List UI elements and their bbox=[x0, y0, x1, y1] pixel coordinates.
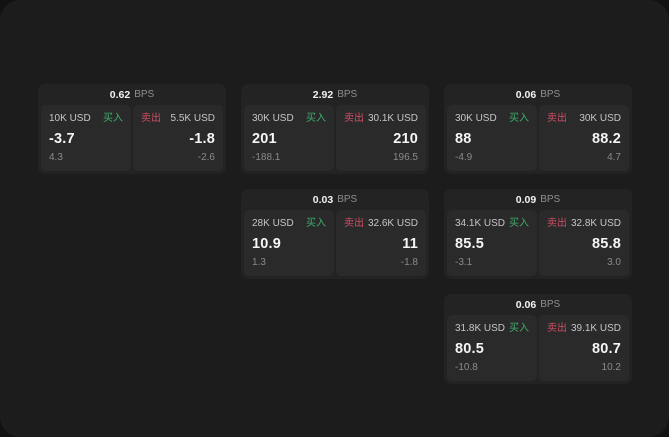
buy-cell[interactable]: 31.8K USD 买入 80.5 -10.8 bbox=[447, 315, 537, 381]
bps-label: BPS bbox=[540, 299, 561, 310]
buy-price: 88 bbox=[455, 130, 472, 147]
sell-side-label: 卖出 bbox=[344, 218, 364, 229]
card-header: 0.06 BPS bbox=[444, 294, 632, 315]
bps-value: 0.06 bbox=[515, 298, 537, 311]
card-body: 28K USD 买入 10.9 1.3 卖出 32.6K USD 11 -1.8 bbox=[244, 210, 426, 276]
sell-amount: 30K USD bbox=[579, 113, 621, 124]
bps-value: 0.62 bbox=[109, 88, 131, 101]
bps-label: BPS bbox=[337, 194, 358, 205]
bps-label: BPS bbox=[337, 89, 358, 100]
sell-amount: 5.5K USD bbox=[170, 113, 215, 124]
sell-price: 210 bbox=[393, 130, 418, 147]
sell-cell[interactable]: 卖出 30.1K USD 210 196.5 bbox=[336, 105, 426, 171]
buy-amount: 31.8K USD bbox=[455, 323, 506, 334]
sell-price: 11 bbox=[402, 235, 418, 252]
buy-price: 10.9 bbox=[252, 235, 282, 252]
card-body: 30K USD 买入 88 -4.9 卖出 30K USD 88.2 4.7 bbox=[447, 105, 629, 171]
buy-change: 1.3 bbox=[252, 257, 266, 268]
buy-cell[interactable]: 34.1K USD 买入 85.5 -3.1 bbox=[447, 210, 537, 276]
bps-label: BPS bbox=[134, 89, 155, 100]
buy-amount: 34.1K USD bbox=[455, 218, 506, 229]
sell-cell[interactable]: 卖出 39.1K USD 80.7 10.2 bbox=[539, 315, 629, 381]
sell-price: -1.8 bbox=[189, 130, 215, 147]
buy-amount: 30K USD bbox=[252, 113, 294, 124]
sell-cell[interactable]: 卖出 30K USD 88.2 4.7 bbox=[539, 105, 629, 171]
card-body: 31.8K USD 买入 80.5 -10.8 卖出 39.1K USD 80.… bbox=[447, 315, 629, 381]
sell-change: 4.7 bbox=[607, 152, 621, 163]
buy-cell[interactable]: 30K USD 买入 88 -4.9 bbox=[447, 105, 537, 171]
sell-price: 80.7 bbox=[591, 340, 621, 357]
bps-value: 0.06 bbox=[515, 88, 537, 101]
card-body: 34.1K USD 买入 85.5 -3.1 卖出 32.8K USD 85.8… bbox=[447, 210, 629, 276]
sell-change: 10.2 bbox=[601, 362, 621, 373]
sell-amount: 39.1K USD bbox=[570, 323, 621, 334]
buy-change: -188.1 bbox=[252, 152, 281, 163]
quote-card: 2.92 BPS 30K USD 买入 201 -188.1 卖出 30.1K … bbox=[241, 84, 429, 174]
sell-side-label: 卖出 bbox=[141, 113, 161, 124]
bps-label: BPS bbox=[540, 194, 561, 205]
sell-change: -1.8 bbox=[400, 257, 418, 268]
sell-amount: 32.6K USD bbox=[367, 218, 418, 229]
buy-cell[interactable]: 30K USD 买入 201 -188.1 bbox=[244, 105, 334, 171]
sell-change: 196.5 bbox=[392, 152, 418, 163]
sell-amount: 30.1K USD bbox=[367, 113, 418, 124]
buy-change: -4.9 bbox=[455, 152, 473, 163]
buy-cell[interactable]: 10K USD 买入 -3.7 4.3 bbox=[41, 105, 131, 171]
buy-amount: 28K USD bbox=[252, 218, 294, 229]
bps-value: 0.09 bbox=[515, 193, 537, 206]
buy-cell[interactable]: 28K USD 买入 10.9 1.3 bbox=[244, 210, 334, 276]
buy-price: 201 bbox=[252, 130, 277, 147]
card-header: 0.03 BPS bbox=[241, 189, 429, 210]
buy-change: -3.1 bbox=[455, 257, 473, 268]
sell-cell[interactable]: 卖出 5.5K USD -1.8 -2.6 bbox=[133, 105, 223, 171]
quote-card: 0.06 BPS 30K USD 买入 88 -4.9 卖出 30K USD 8… bbox=[444, 84, 632, 174]
card-body: 30K USD 买入 201 -188.1 卖出 30.1K USD 210 1… bbox=[244, 105, 426, 171]
buy-side-label: 买入 bbox=[306, 113, 326, 124]
sell-change: -2.6 bbox=[197, 152, 215, 163]
sell-price: 85.8 bbox=[591, 235, 621, 252]
buy-amount: 30K USD bbox=[455, 113, 497, 124]
buy-side-label: 买入 bbox=[509, 218, 529, 229]
buy-price: -3.7 bbox=[49, 130, 75, 147]
sell-side-label: 卖出 bbox=[547, 218, 567, 229]
card-header: 0.06 BPS bbox=[444, 84, 632, 105]
sell-price: 88.2 bbox=[591, 130, 621, 147]
sell-cell[interactable]: 卖出 32.6K USD 11 -1.8 bbox=[336, 210, 426, 276]
buy-amount: 10K USD bbox=[49, 113, 91, 124]
bps-value: 2.92 bbox=[312, 88, 334, 101]
sell-side-label: 卖出 bbox=[344, 113, 364, 124]
buy-change: -10.8 bbox=[455, 362, 478, 373]
buy-change: 4.3 bbox=[49, 152, 63, 163]
sell-amount: 32.8K USD bbox=[570, 218, 621, 229]
card-body: 10K USD 买入 -3.7 4.3 卖出 5.5K USD -1.8 -2.… bbox=[41, 105, 223, 171]
sell-change: 3.0 bbox=[607, 257, 621, 268]
card-header: 0.09 BPS bbox=[444, 189, 632, 210]
bps-value: 0.03 bbox=[312, 193, 334, 206]
sell-side-label: 卖出 bbox=[547, 323, 567, 334]
buy-side-label: 买入 bbox=[103, 113, 123, 124]
buy-price: 85.5 bbox=[455, 235, 485, 252]
card-header: 2.92 BPS bbox=[241, 84, 429, 105]
sell-side-label: 卖出 bbox=[547, 113, 567, 124]
quote-card: 0.06 BPS 31.8K USD 买入 80.5 -10.8 卖出 39.1… bbox=[444, 294, 632, 384]
buy-side-label: 买入 bbox=[509, 323, 529, 334]
quote-card: 0.03 BPS 28K USD 买入 10.9 1.3 卖出 32.6K US… bbox=[241, 189, 429, 279]
bps-label: BPS bbox=[540, 89, 561, 100]
sell-cell[interactable]: 卖出 32.8K USD 85.8 3.0 bbox=[539, 210, 629, 276]
buy-side-label: 买入 bbox=[509, 113, 529, 124]
buy-price: 80.5 bbox=[455, 340, 485, 357]
card-header: 0.62 BPS bbox=[38, 84, 226, 105]
quote-card: 0.09 BPS 34.1K USD 买入 85.5 -3.1 卖出 32.8K… bbox=[444, 189, 632, 279]
buy-side-label: 买入 bbox=[306, 218, 326, 229]
quote-card: 0.62 BPS 10K USD 买入 -3.7 4.3 卖出 5.5K USD… bbox=[38, 84, 226, 174]
